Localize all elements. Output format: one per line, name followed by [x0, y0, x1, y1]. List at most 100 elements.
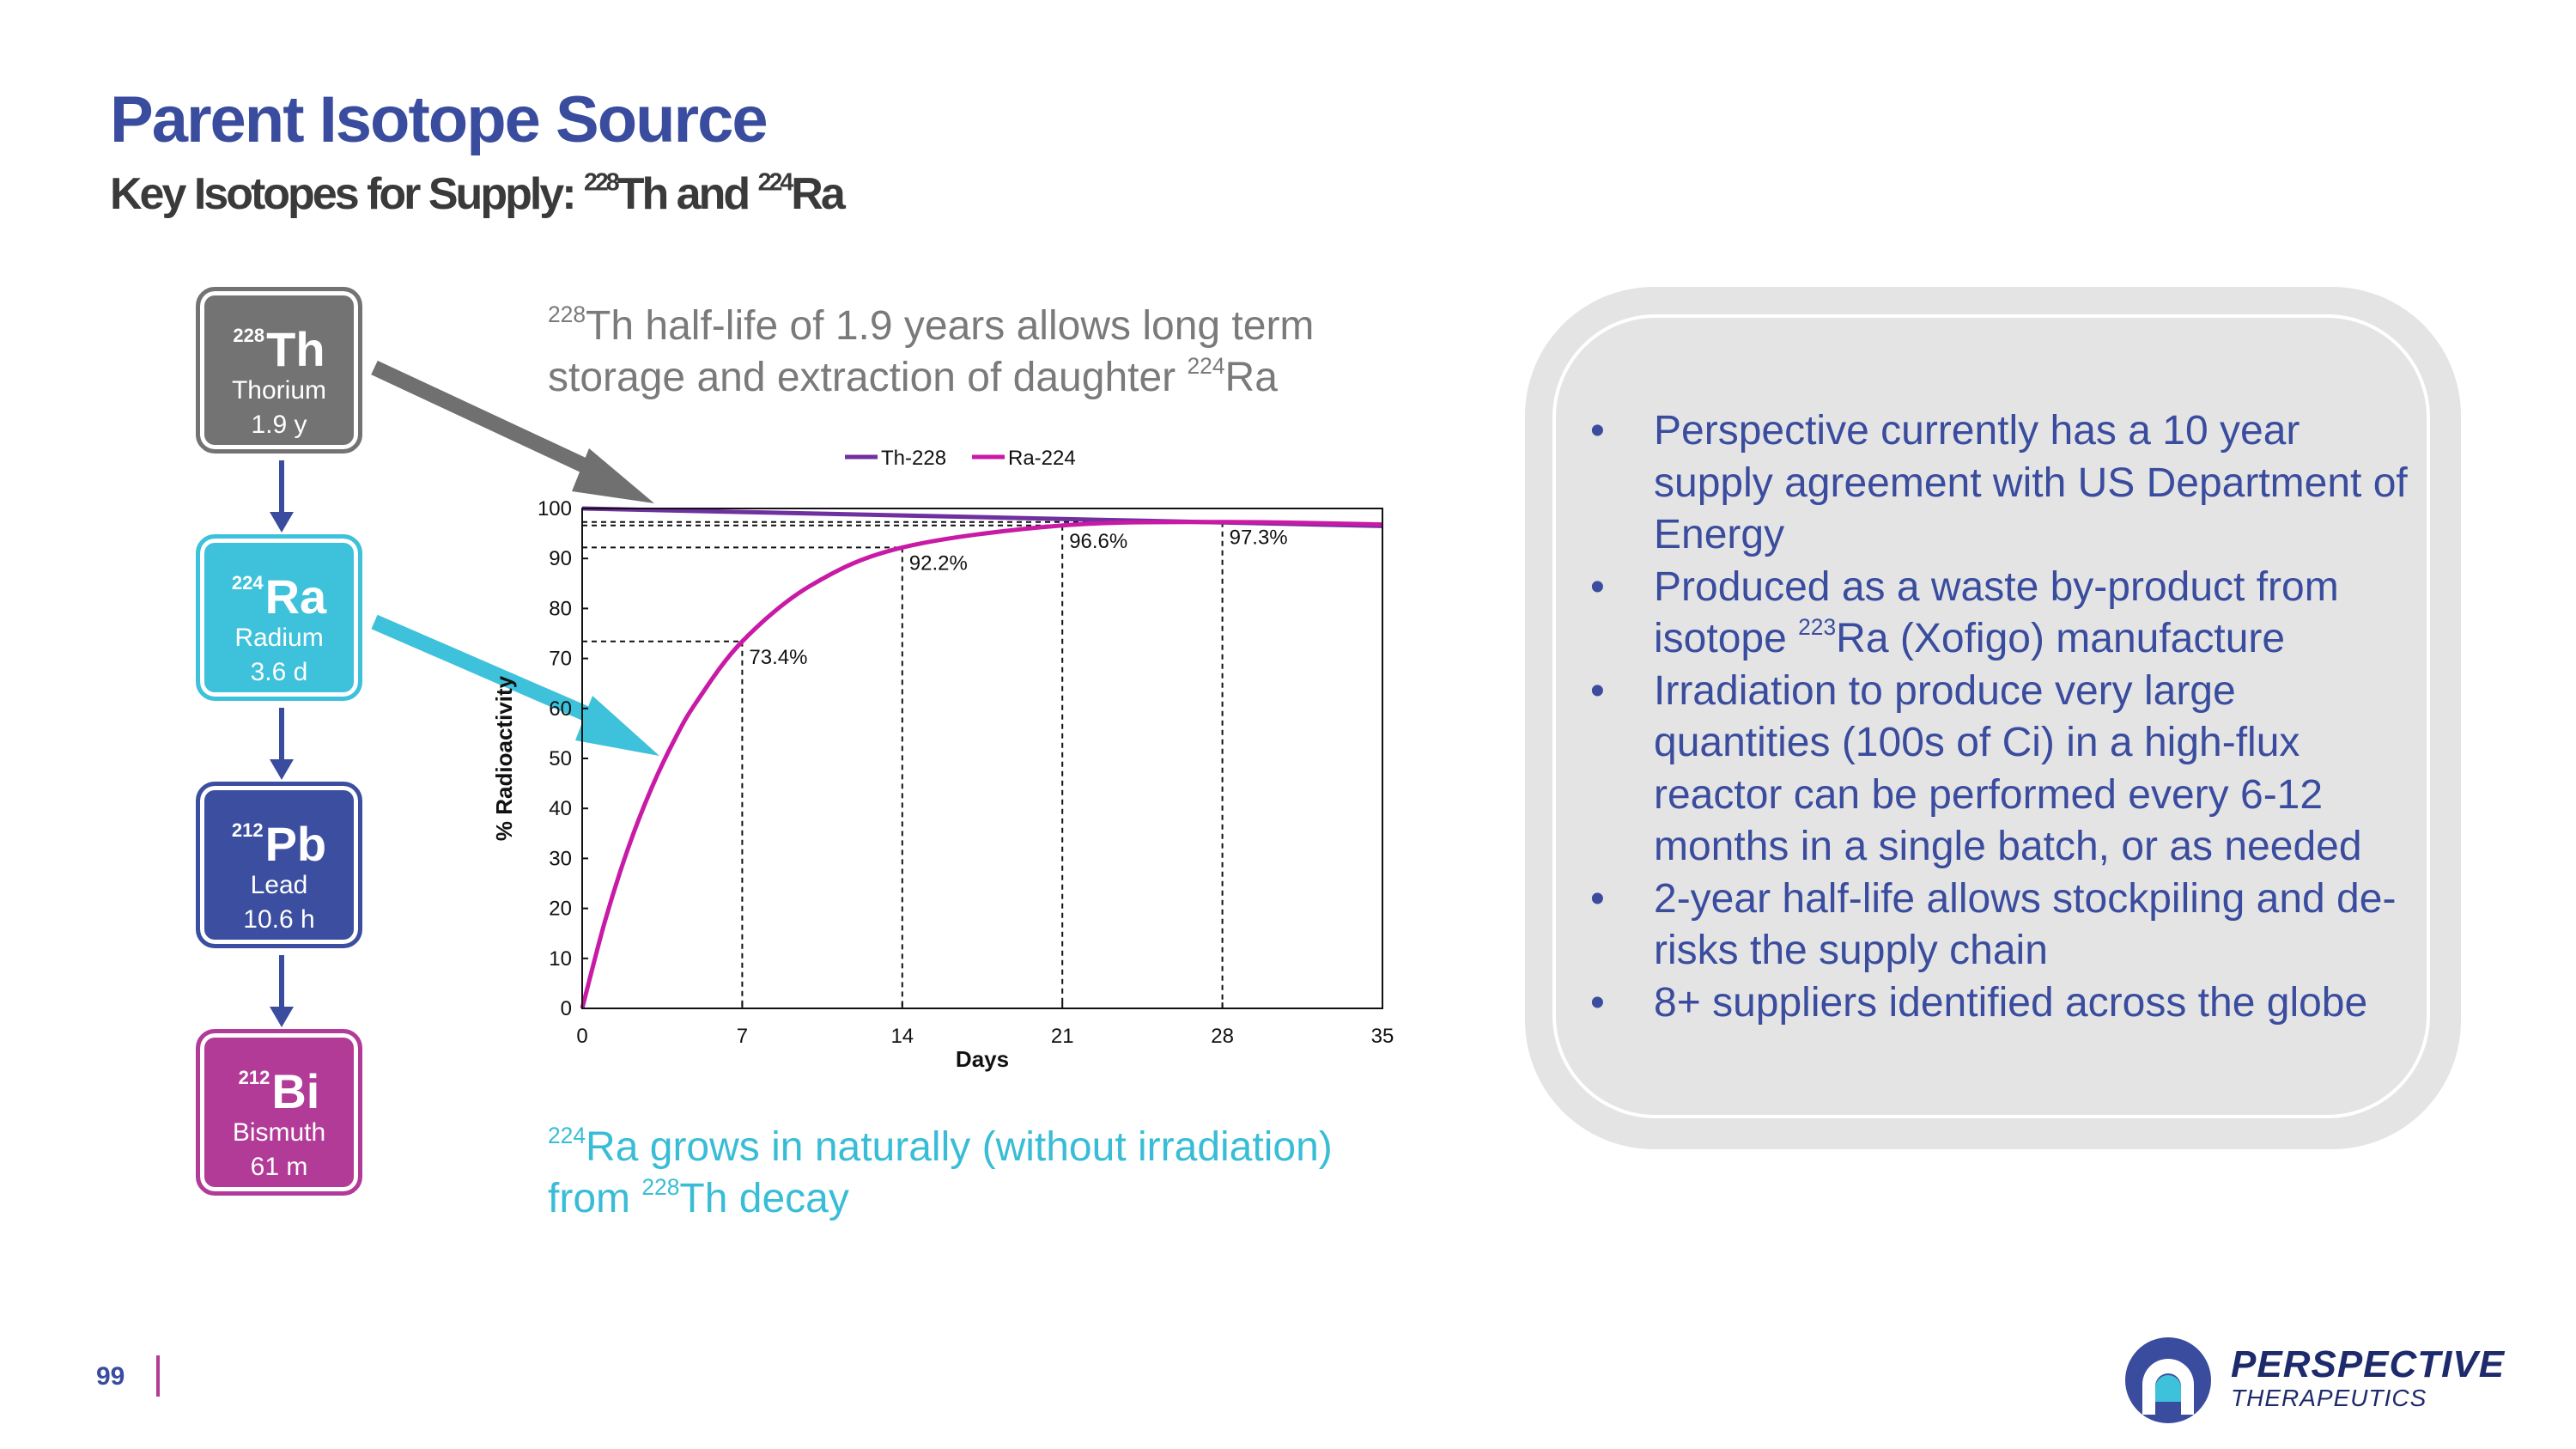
x-tick-label: 7: [737, 1025, 748, 1048]
series-layer: [580, 506, 1383, 1009]
subtitle-ra-symbol: Ra: [791, 169, 846, 219]
x-ticks: 0 7 14 21 28 35: [576, 1002, 1394, 1048]
y-ticks: 0 10 20 30 40 50 60 70 80 90 100: [538, 497, 588, 1020]
mass-number: 212: [238, 1067, 270, 1088]
element-symbol: 228Th: [200, 310, 358, 375]
element-name: Radium: [234, 624, 324, 652]
y-axis-label: % Radioactivity: [491, 675, 517, 841]
ra-growth-caption: 224Ra grows in naturally (without irradi…: [548, 1122, 1406, 1225]
chain-arrow-ra-pb: [270, 708, 294, 780]
bullet-text: 2-year half-life allows stockpiling and …: [1654, 875, 2397, 974]
mass-number: 212: [231, 819, 264, 841]
element-name: Thorium: [231, 376, 327, 405]
bullet-item: • Produced as a waste by-product from iso…: [1587, 562, 2411, 666]
symbol: Th: [266, 322, 325, 376]
x-tick-label: 35: [1371, 1025, 1394, 1048]
bullet-mass: 223: [1798, 614, 1837, 641]
caption-text: Ra: [1224, 355, 1278, 400]
logo-subtitle: THERAPEUTICS: [2231, 1385, 2427, 1411]
bullet-text: Perspective currently has a 10 year supp…: [1654, 408, 2408, 557]
bullet-text: Irradiation to produce very large quanti…: [1654, 667, 2362, 870]
element-tile-thorium: 228Th Thorium 1.9 y: [196, 287, 362, 454]
symbol: Ra: [264, 569, 327, 624]
page-number: 99: [96, 1362, 125, 1391]
half-life: 3.6 d: [250, 658, 308, 686]
bullet-item: • 8+ suppliers identified across the glob…: [1587, 977, 2411, 1030]
caption-mass: 228: [641, 1174, 680, 1201]
x-tick-label: 28: [1211, 1025, 1234, 1048]
bullet-text: Ra (Xofigo) manufacture: [1836, 616, 2286, 661]
chain-arrow-th-ra: [270, 460, 294, 533]
caption-mass: 224: [1187, 353, 1225, 380]
bullet-text: Produced as a waste by-product from isot…: [1654, 563, 2339, 662]
page-subtitle: Key Isotopes for Supply: 228Th and 224Ra: [110, 168, 846, 220]
element-name: Lead: [250, 871, 308, 899]
caption-text: Th decay: [679, 1176, 849, 1221]
x-tick-label: 0: [576, 1025, 587, 1048]
subtitle-prefix: Key Isotopes for Supply:: [110, 169, 584, 219]
dashed-guides: [582, 521, 1224, 1008]
y-tick-label: 90: [549, 547, 572, 570]
page-title: Parent Isotope Source: [110, 83, 769, 156]
y-tick-label: 30: [549, 847, 572, 870]
element-symbol: 212Pb: [200, 805, 358, 870]
symbol: Bi: [271, 1064, 320, 1118]
mass-number: 224: [231, 572, 264, 594]
supply-bullets: • Perspective currently has a 10 year sup…: [1587, 405, 2411, 1029]
th-to-chart-arrow: [371, 360, 654, 503]
y-tick-label: 100: [538, 497, 572, 521]
info-panel-border: [1552, 314, 2430, 1118]
element-name: Bismuth: [232, 1118, 326, 1147]
radioactivity-chart: Th-228 Ra-224 0 10 20 30 40 50 60 70 80 90 100 0 7 1…: [491, 447, 1394, 1072]
element-tile-bismuth: 212Bi Bismuth 61 m: [196, 1029, 362, 1196]
annotation-label: 96.6%: [1069, 530, 1127, 553]
y-tick-label: 50: [549, 747, 572, 770]
footer-divider: [156, 1355, 160, 1397]
element-tile-radium: 224Ra Radium 3.6 d: [196, 534, 362, 701]
element-symbol: 224Ra: [200, 557, 358, 623]
bullet-text: 8+ suppliers identified across the globe: [1654, 979, 2368, 1026]
bullet-item: • Irradiation to produce very large quant…: [1587, 666, 2411, 874]
plot-frame: [581, 508, 1383, 1009]
subtitle-th-symbol: Th: [617, 169, 670, 219]
legend-label-ra224: Ra-224: [1008, 447, 1076, 470]
half-life: 10.6 h: [243, 905, 315, 934]
bullet-dot: •: [1590, 563, 1605, 610]
ra-to-chart-arrow: [371, 614, 659, 756]
logo-wordmark: PERSPECTIVE: [2231, 1343, 2506, 1385]
bullet-item: • Perspective currently has a 10 year sup…: [1587, 405, 2411, 562]
bullet-dot: •: [1590, 979, 1605, 1026]
half-life: 61 m: [250, 1153, 308, 1181]
mass-number: 228: [233, 325, 265, 346]
annotation-label: 97.3%: [1230, 527, 1288, 550]
y-tick-label: 60: [549, 697, 572, 721]
caption-text: Ra grows in naturally (without irradiati…: [548, 1124, 1333, 1221]
x-axis-label: Days: [956, 1046, 1009, 1072]
chart-legend: Th-228 Ra-224: [845, 447, 1076, 470]
caption-mass: 228: [548, 301, 586, 328]
element-tile-lead: 212Pb Lead 10.6 h: [196, 782, 362, 948]
subtitle-and: and: [666, 169, 758, 219]
symbol: Pb: [264, 817, 327, 871]
bullet-dot: •: [1590, 667, 1605, 714]
chain-arrow-pb-bi: [270, 955, 294, 1027]
perspective-logo-icon: [2125, 1337, 2211, 1423]
y-tick-label: 80: [549, 597, 572, 620]
caption-mass: 224: [548, 1123, 586, 1149]
x-tick-label: 21: [1051, 1025, 1074, 1048]
y-tick-label: 40: [549, 797, 572, 820]
y-tick-label: 20: [549, 898, 572, 921]
x-tick-label: 14: [890, 1025, 914, 1048]
subtitle-ra-mass: 224: [757, 168, 794, 197]
half-life: 1.9 y: [251, 411, 307, 439]
annotations: 73.4% 92.2% 96.6% 97.3%: [749, 527, 1287, 669]
y-tick-label: 0: [561, 997, 572, 1020]
y-tick-label: 70: [549, 648, 572, 671]
annotation-label: 73.4%: [749, 646, 807, 669]
subtitle-th-mass: 228: [583, 168, 620, 197]
bullet-dot: •: [1590, 408, 1605, 454]
element-symbol: 212Bi: [200, 1052, 358, 1117]
bullet-item: • 2-year half-life allows stockpiling and…: [1587, 874, 2411, 977]
y-tick-label: 10: [549, 947, 572, 971]
